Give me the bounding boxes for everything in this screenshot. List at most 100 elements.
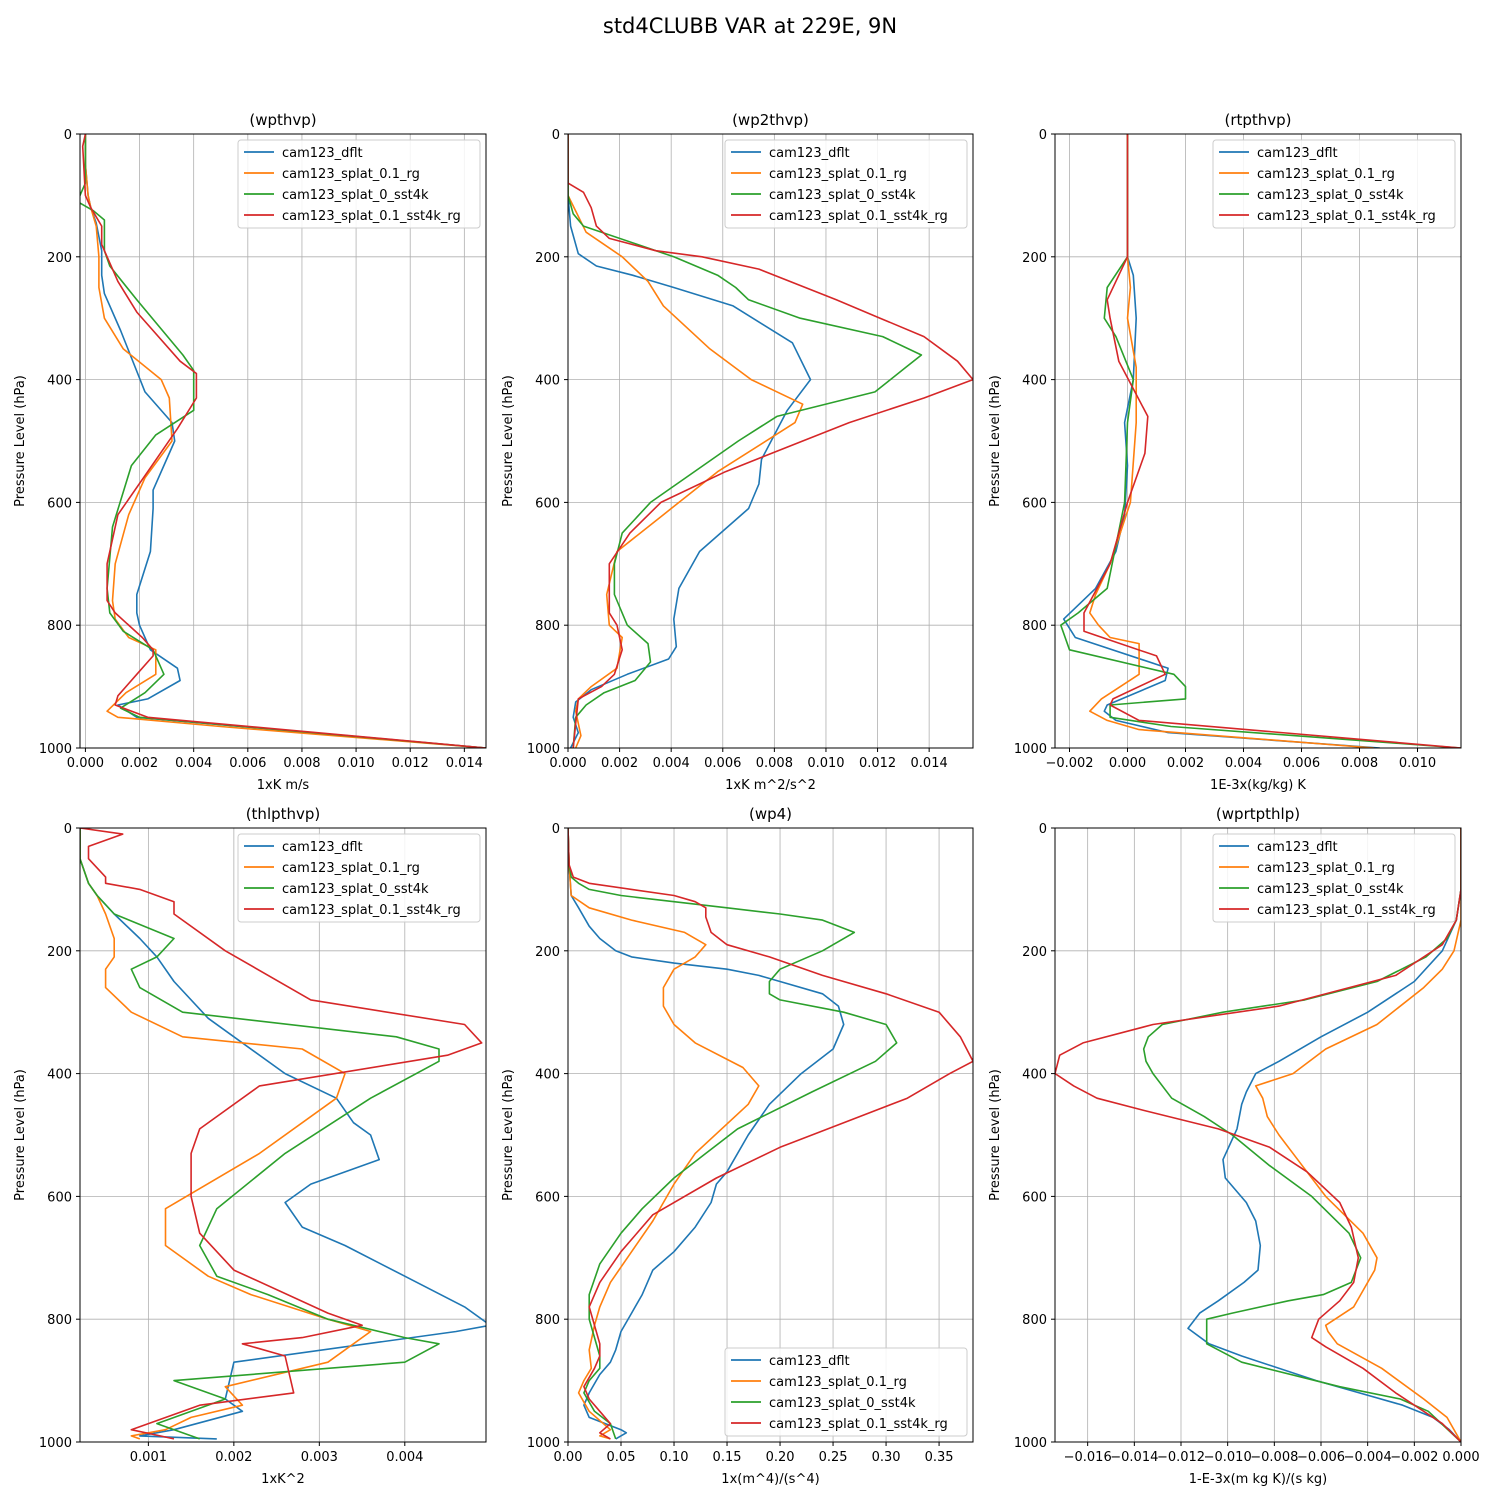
series-line-cam123_splat_0_sst4k [1142,828,1461,1442]
x-axis-label: 1-E-3x(m kg K)/(s kg) [1189,1472,1327,1487]
series-line-cam123_splat_0.1_rg [1254,828,1461,1442]
chart-panel-3: −0.002 0.000 0.002 0.004 0.006 0.008 0.010 0 200… [988,111,1462,793]
chart-panel-6: −0.016−0.014−0.012−0.010−0.008−0.006−0.0… [988,805,1480,1487]
x-tick-label: 0.012 [392,756,429,771]
legend-entry: cam123_dflt [282,840,363,855]
x-tick-label: 0.05 [607,1450,636,1465]
x-tick-label: 0.004 [653,756,690,771]
legend-entry: cam123_splat_0.1_sst4k_rg [1257,903,1436,918]
panel-title: (wp4) [749,805,792,823]
y-tick-label: 800 [535,619,560,634]
x-tick-label: −0.010 [1204,1450,1252,1465]
legend-entry: cam123_splat_0_sst4k [282,188,429,203]
x-tick-label: −0.016 [1064,1450,1112,1465]
legend-entry: cam123_splat_0.1_sst4k_rg [769,209,948,224]
legend: cam123_dflt cam123_splat_0.1_rg cam123_spl… [724,1347,968,1437]
legend: cam123_dflt cam123_splat_0.1_rg cam123_spl… [237,139,481,229]
y-tick-label: 0 [1039,822,1047,837]
chart-panel-1: 0.000 0.002 0.004 0.006 0.008 0.010 0.012 0.014… [13,111,487,793]
series-line-cam123_splat_0.1_sst4k_rg [568,828,973,1440]
legend-entry: cam123_splat_0.1_sst4k_rg [1257,209,1436,224]
chart-panel-5: 0.00 0.05 0.10 0.15 0.20 0.25 0.30 0.35 0 200 400 6… [501,805,974,1487]
x-tick-label: 0.006 [1283,756,1320,771]
panel-title: (wprtpthlp) [1216,805,1300,823]
x-tick-label: 0.000 [67,756,104,771]
legend-entry: cam123_splat_0.1_sst4k_rg [282,209,461,224]
legend-box [724,1347,968,1437]
axes-frame [567,827,974,1443]
x-tick-label: 0.20 [766,1450,795,1465]
x-tick-label: 0.012 [859,756,896,771]
axes-frame [79,133,487,749]
series-group [1060,134,1461,748]
legend: cam123_dflt cam123_splat_0.1_rg cam123_spl… [1212,139,1456,229]
legend-box [237,833,481,923]
x-tick-label: 0.008 [756,756,793,771]
series-group [80,134,486,748]
series-line-cam123_dflt [80,828,486,1440]
x-axis-label: 1xK m/s [257,778,310,793]
x-tick-label: 0.002 [1167,756,1204,771]
x-tick-label: −0.004 [1344,1450,1392,1465]
x-tick-label: 0.004 [1225,756,1262,771]
legend-entry: cam123_dflt [1257,840,1338,855]
x-tick-label: −0.002 [1390,1450,1438,1465]
x-tick-label: 0.000 [549,756,586,771]
x-axis-label: 1xK m^2/s^2 [725,778,816,793]
y-tick-label: 1000 [1014,742,1047,757]
series-line-cam123_dflt [1187,828,1461,1442]
y-tick-label: 400 [47,374,72,389]
y-tick-label: 800 [1022,1313,1047,1328]
legend-entry: cam123_dflt [769,1354,850,1369]
series-line-cam123_dflt [1062,134,1380,748]
y-axis-label: Pressure Level (hPa) [988,1069,1003,1201]
y-tick-label: 1000 [39,742,72,757]
y-axis-label: Pressure Level (hPa) [13,375,28,507]
x-tick-label: 0.30 [872,1450,901,1465]
legend-entry: cam123_splat_0_sst4k [769,188,916,203]
legend-entry: cam123_splat_0_sst4k [1257,188,1404,203]
y-tick-label: 800 [535,1313,560,1328]
y-tick-label: 800 [47,1313,72,1328]
series-line-cam123_dflt [568,134,812,748]
x-tick-label: 0.35 [925,1450,954,1465]
legend: cam123_dflt cam123_splat_0.1_rg cam123_spl… [724,139,968,229]
x-axis-label: 1xK^2 [261,1472,305,1487]
x-tick-label: 0.000 [1442,1450,1479,1465]
y-tick-label: 1000 [39,1436,72,1451]
legend-entry: cam123_splat_0.1_sst4k_rg [282,903,461,918]
y-axis-label: Pressure Level (hPa) [13,1069,28,1201]
legend-box [1212,139,1456,229]
y-tick-label: 200 [1022,945,1047,960]
y-tick-label: 600 [1022,1190,1047,1205]
series-line-cam123_splat_0.1_rg [568,828,760,1440]
y-tick-label: 0 [1039,128,1047,143]
x-tick-label: 0.002 [121,756,158,771]
y-tick-label: 600 [47,1190,72,1205]
y-tick-label: 200 [47,251,72,266]
series-group [80,828,486,1440]
legend-entry: cam123_dflt [1257,146,1338,161]
legend-entry: cam123_splat_0.1_rg [282,167,420,182]
series-line-cam123_splat_0.1_rg [568,134,804,748]
series-line-cam123_dflt [84,134,486,748]
x-tick-label: 0.15 [713,1450,742,1465]
x-tick-label: −0.014 [1110,1450,1158,1465]
axes-frame [79,827,487,1443]
x-tick-label: 0.004 [386,1450,423,1465]
series-line-cam123_splat_0.1_sst4k_rg [1055,828,1461,1442]
y-tick-label: 800 [1022,619,1047,634]
legend-entry: cam123_splat_0.1_rg [769,167,907,182]
y-tick-label: 600 [47,496,72,511]
series-line-cam123_splat_0.1_rg [80,828,372,1440]
y-tick-label: 0 [552,822,560,837]
x-tick-label: 0.008 [283,756,320,771]
x-tick-label: 0.010 [807,756,844,771]
x-tick-label: 0.010 [1399,756,1436,771]
legend-entry: cam123_splat_0_sst4k [282,882,429,897]
chart-panel-2: 0.000 0.002 0.004 0.006 0.008 0.010 0.012 0.014… [501,111,974,793]
series-line-cam123_splat_0.1_sst4k_rg [568,134,973,748]
series-line-cam123_splat_0_sst4k [568,134,923,748]
y-tick-label: 600 [1022,496,1047,511]
